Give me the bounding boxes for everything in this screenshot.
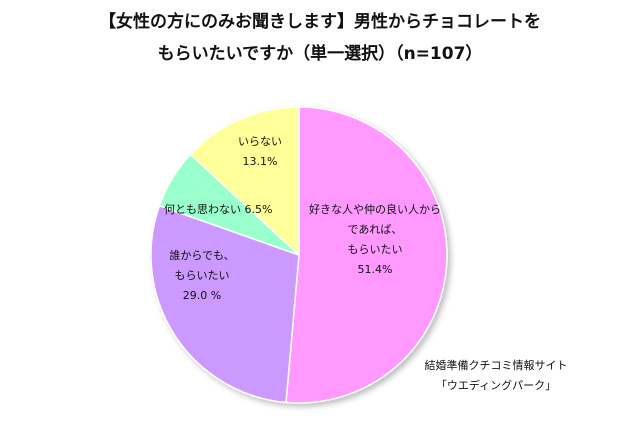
slice-label-3-line-0: いらない (238, 135, 282, 148)
slice-label-0-line-2: もらいたい (348, 243, 403, 256)
slice-label-0-line-3: 51.4% (358, 263, 393, 276)
source-line-1: 「ウエディングパーク」 (436, 378, 556, 392)
slice-label-0-line-0: 好きな人や仲の良い人から (309, 202, 441, 216)
slice-label-1-line-1: もらいたい (175, 269, 230, 282)
pie-slice-1 (150, 204, 300, 404)
slice-label-2-line-0: 何とも思わない 6.5% (164, 203, 272, 216)
slice-label-3-line-1: 13.1% (243, 155, 278, 168)
pie-slice-0 (285, 106, 448, 404)
source-line-0: 結婚準備クチコミ情報サイト (425, 358, 568, 372)
pie-slice-3 (189, 106, 300, 257)
slice-label-0-line-1: であれば、 (348, 223, 403, 236)
slice-label-1-line-2: 29.0 % (183, 289, 221, 302)
chart-title-line-1: 【女性の方にのみお聞きします】男性からチョコレートを (99, 12, 541, 32)
slice-label-1-line-0: 誰からでも、 (169, 248, 234, 262)
chart-title-line-2: もらいたいですか（単一選択）（n=107） (157, 44, 483, 64)
